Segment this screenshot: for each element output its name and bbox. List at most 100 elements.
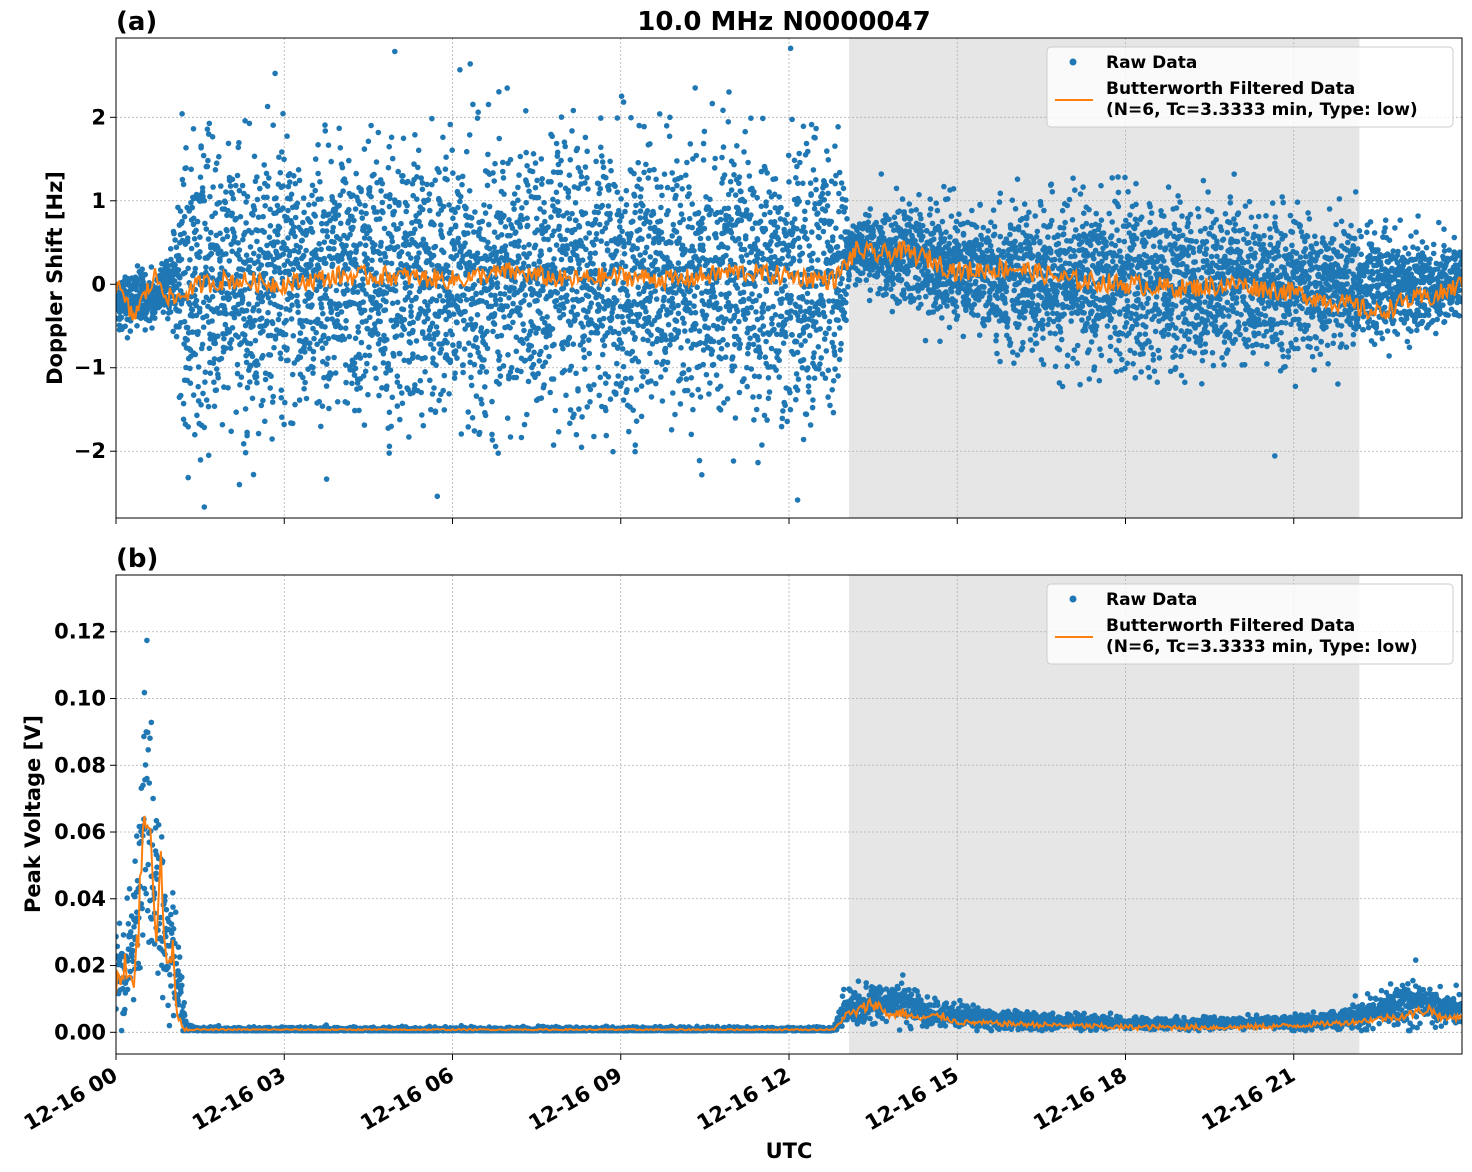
panel-a-raw-point — [511, 191, 518, 197]
panel-a-raw-point — [451, 375, 458, 381]
panel-a-raw-point — [807, 180, 814, 186]
panel-a-raw-point — [142, 271, 148, 278]
panel-a-raw-point — [239, 294, 246, 301]
panel-a-raw-point — [728, 229, 735, 236]
panel-a-raw-point — [499, 307, 506, 313]
panel-a-raw-point — [262, 376, 269, 383]
panel-a-raw-point — [567, 322, 574, 328]
panel-a-raw-point — [344, 287, 351, 294]
panel-a-raw-point — [213, 387, 220, 393]
panel-a-raw-point — [599, 153, 605, 159]
panel-a-raw-point — [393, 322, 400, 328]
panel-a-raw-point — [934, 207, 941, 214]
panel-a-raw-point — [760, 115, 766, 122]
panel-a-raw-point — [829, 309, 835, 315]
panel-a-raw-point — [946, 324, 953, 331]
panel-a-raw-point — [776, 194, 782, 200]
panel-a-raw-point — [754, 237, 761, 243]
panel-a-raw-point — [280, 110, 286, 117]
panel-a-raw-point — [520, 340, 526, 347]
panel-a-raw-point — [595, 364, 601, 371]
panel-a-raw-point — [581, 354, 588, 361]
panel-a-raw-point — [134, 323, 140, 329]
panel-a-raw-point — [513, 348, 520, 355]
panel-a-raw-point — [794, 226, 800, 232]
panel-a-raw-point — [251, 305, 257, 311]
panel-a-raw-point — [523, 199, 529, 206]
panel-a-raw-point — [317, 283, 324, 290]
panel-a-raw-point — [394, 379, 401, 386]
panel-a-raw-point — [400, 135, 407, 142]
panel-a-raw-point — [673, 229, 680, 235]
panel-a-raw-point — [387, 367, 394, 374]
panel-a-raw-point — [405, 178, 411, 185]
panel-a-raw-point — [795, 376, 802, 383]
panel-a-raw-point — [354, 380, 361, 386]
panel-a-raw-point — [825, 190, 831, 197]
panel-a-raw-point — [532, 242, 539, 249]
panel-a-raw-point — [796, 244, 803, 250]
panel-a-raw-point — [598, 238, 604, 244]
panel-a-raw-point — [553, 297, 560, 304]
panel-a-raw-point — [388, 423, 395, 430]
panel-a-raw-point — [575, 386, 581, 392]
panel-a-raw-point — [569, 210, 575, 217]
panel-a-raw-point — [260, 250, 267, 256]
panel-a-raw-point — [339, 164, 346, 171]
panel-a-raw-point — [467, 359, 474, 366]
panel-a-raw-point — [701, 225, 708, 232]
panel-a-raw-point — [405, 294, 411, 300]
panel-a-raw-point — [213, 366, 220, 372]
panel-a-raw-point — [736, 180, 742, 187]
panel-a-raw-point — [618, 213, 625, 220]
panel-a-raw-point — [407, 340, 414, 346]
panel-a-raw-point — [939, 315, 945, 321]
panel-a-raw-point — [670, 221, 677, 228]
panel-a-raw-point — [361, 235, 368, 241]
panel-a-raw-point — [362, 352, 368, 359]
panel-a-raw-point — [386, 443, 393, 450]
panel-a-raw-point — [365, 391, 371, 398]
panel-a-raw-point — [952, 298, 959, 305]
panel-a-raw-point — [636, 122, 642, 129]
panel-a-raw-point — [386, 450, 393, 456]
panel-a-raw-point — [906, 201, 913, 207]
panel-a-raw-point — [346, 333, 353, 340]
panel-a-raw-point — [681, 320, 687, 326]
panel-a-raw-point — [605, 203, 612, 209]
panel-a-raw-point — [321, 239, 328, 245]
panel-a-raw-point — [427, 207, 433, 214]
panel-a-raw-point — [501, 314, 507, 320]
panel-a-raw-point — [498, 232, 505, 238]
panel-a-raw-point — [356, 407, 362, 414]
panel-a-raw-point — [295, 309, 301, 316]
panel-a-raw-point — [408, 309, 414, 315]
panel-a-raw-point — [938, 231, 944, 237]
panel-a-raw-point — [826, 325, 832, 332]
panel-a-raw-point — [521, 327, 527, 334]
panel-a-raw-point — [670, 390, 676, 396]
panel-a-raw-point — [725, 191, 732, 198]
panel-a-raw-point — [406, 359, 413, 365]
panel-a-raw-point — [317, 278, 324, 285]
panel-a-raw-point — [434, 493, 441, 500]
panel-a-raw-point — [495, 450, 502, 457]
panel-a-raw-point — [322, 324, 328, 330]
panel-a-raw-point — [149, 325, 155, 331]
panel-a-raw-point — [673, 290, 679, 296]
panel-a-raw-point — [592, 250, 598, 256]
panel-a-raw-point — [329, 228, 336, 235]
panel-a-raw-point — [664, 359, 671, 366]
panel-a-raw-point — [296, 397, 303, 403]
panel-a-raw-point — [204, 163, 211, 170]
panel-a-raw-point — [303, 395, 310, 402]
panel-a-raw-point — [563, 251, 569, 257]
panel-a-raw-point — [628, 114, 634, 121]
panel-a-raw-point — [833, 172, 839, 179]
panel-a-raw-point — [199, 185, 206, 191]
panel-a-raw-point — [927, 206, 934, 212]
panel-a-raw-point — [574, 311, 581, 318]
panel-a-raw-point — [784, 418, 790, 425]
panel-a-raw-point — [587, 255, 593, 261]
panel-a-raw-point — [779, 255, 785, 262]
